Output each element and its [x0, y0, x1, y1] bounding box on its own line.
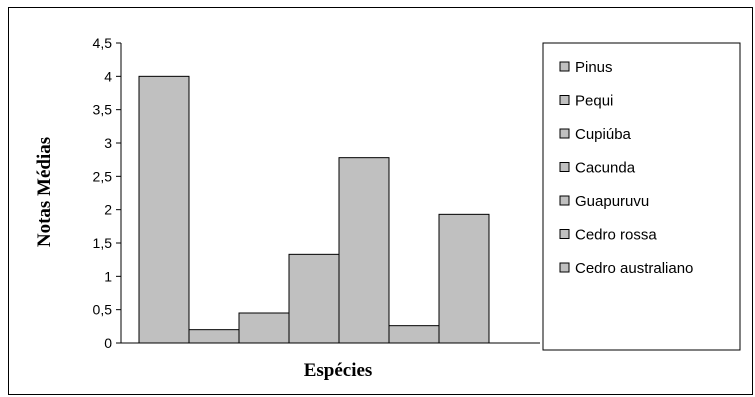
y-tick-label: 1	[104, 268, 112, 284]
y-axis-label: Notas Médias	[34, 137, 55, 247]
legend-swatch	[559, 61, 570, 72]
bar-cupiúba	[238, 312, 290, 344]
bar-guapuruvu	[338, 157, 390, 344]
legend-label: Pequi	[575, 93, 613, 110]
bar-cedro-australiano	[438, 213, 490, 344]
legend-box	[542, 42, 741, 351]
y-tick-label: 2	[104, 202, 112, 218]
bar-cacunda	[288, 253, 340, 344]
y-tick-label: 4	[104, 68, 112, 84]
y-tick-label: 4,5	[93, 35, 113, 51]
x-axis-label: Espécies	[304, 360, 373, 381]
bars	[138, 75, 490, 344]
bar-cedro-rossa	[388, 325, 440, 344]
legend-label: Pinus	[575, 59, 613, 76]
legend-swatch	[559, 128, 570, 139]
y-tick-label: 3	[104, 135, 112, 151]
legend-label: Guapuruvu	[575, 193, 649, 210]
legend: Pinus Pequi Cupiúba Cacunda Guapuruvu Cedro r…	[542, 42, 741, 351]
legend-label: Cupiúba	[575, 126, 632, 143]
legend-label: Cedro australiano	[575, 260, 693, 277]
y-axis-ticks: 0 0,5 1 1,5 2 2,5 3 3,5 4 4,5	[93, 35, 121, 351]
y-tick-label: 1,5	[93, 235, 113, 251]
legend-swatch	[559, 262, 570, 273]
legend-label: Cacunda	[575, 160, 636, 177]
legend-label: Cedro rossa	[575, 227, 657, 244]
bar-pequi	[188, 329, 240, 344]
bar-pinus	[138, 75, 190, 344]
y-tick-label: 2,5	[93, 168, 113, 184]
legend-swatch	[559, 195, 570, 206]
legend-swatch	[559, 162, 570, 172]
legend-swatch	[559, 95, 570, 105]
legend-swatch	[559, 229, 570, 239]
y-tick-label: 0	[104, 335, 112, 351]
y-tick-label: 3,5	[93, 102, 113, 118]
y-tick-label: 0,5	[93, 302, 113, 318]
